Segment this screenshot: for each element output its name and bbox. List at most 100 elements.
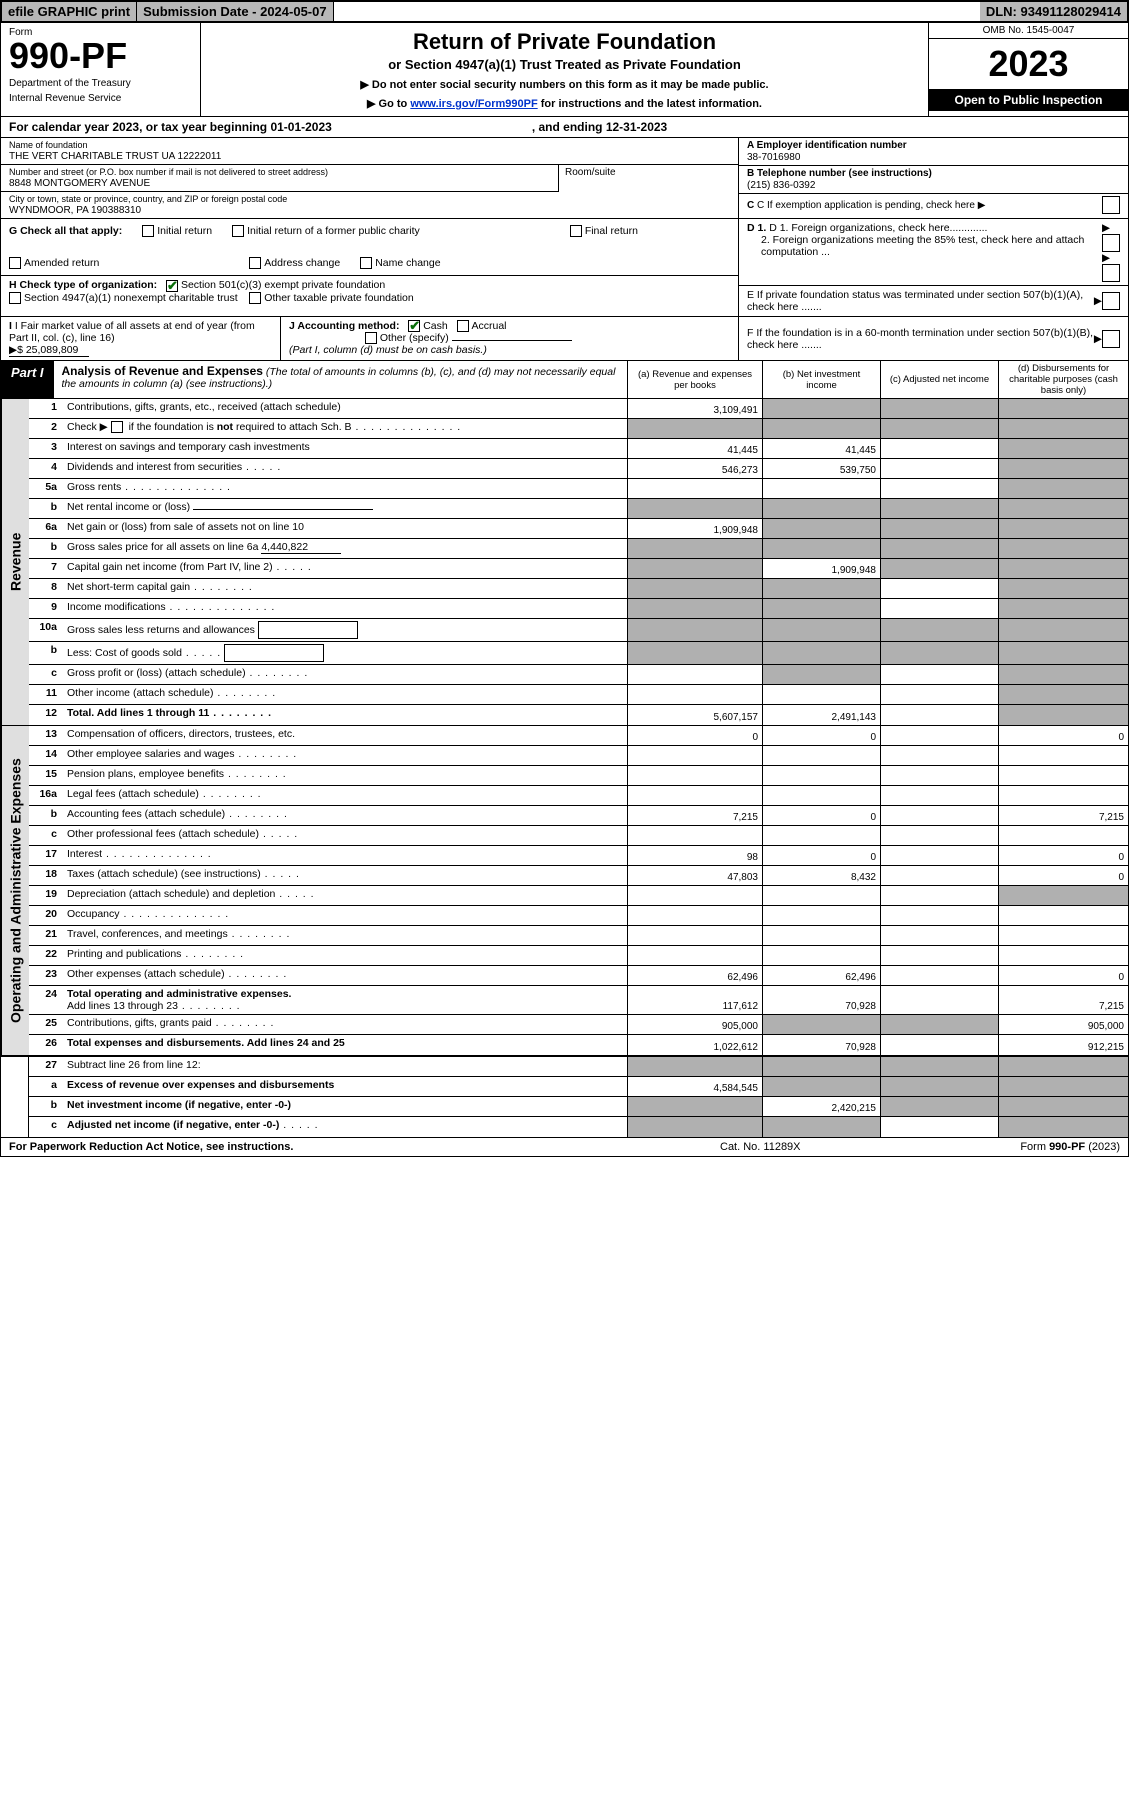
j-cell: J Accounting method: Cash Accrual Other … [281, 317, 738, 360]
line-26: 26Total expenses and disbursements. Add … [29, 1035, 1128, 1055]
fmv-value: ▶$ 25,089,809 [9, 344, 89, 357]
line-2: 2Check ▶ if the foundation is not requir… [29, 419, 1128, 439]
col-a-hdr: (a) Revenue and expenses per books [627, 361, 762, 398]
i-cell: I I Fair market value of all assets at e… [1, 317, 281, 360]
line-10b: bLess: Cost of goods sold [29, 642, 1128, 665]
d1-cb[interactable] [1102, 234, 1120, 252]
line-1: 1Contributions, gifts, grants, etc., rec… [29, 399, 1128, 419]
irs-link[interactable]: www.irs.gov/Form990PF [410, 98, 537, 110]
note-ssn: ▶ Do not enter social security numbers o… [207, 78, 922, 91]
calendar-year-row: For calendar year 2023, or tax year begi… [0, 117, 1129, 138]
cal-year-ending: , and ending 12-31-2023 [532, 120, 667, 134]
name-cell: Name of foundation THE VERT CHARITABLE T… [1, 138, 738, 165]
line-24: 24Total operating and administrative exp… [29, 986, 1128, 1015]
line-19: 19Depreciation (attach schedule) and dep… [29, 886, 1128, 906]
address-change-cb[interactable] [249, 257, 261, 269]
name-change-cb[interactable] [360, 257, 372, 269]
line-27b: bNet investment income (if negative, ent… [29, 1097, 1128, 1117]
line-8: 8Net short-term capital gain [29, 579, 1128, 599]
tax-year: 2023 [929, 39, 1128, 89]
submission-date: Submission Date - 2024-05-07 [137, 2, 334, 21]
line-10c: cGross profit or (loss) (attach schedule… [29, 665, 1128, 685]
line-16b: bAccounting fees (attach schedule)7,2150… [29, 806, 1128, 826]
final-return-cb[interactable] [570, 225, 582, 237]
col-c-hdr: (c) Adjusted net income [880, 361, 998, 398]
form-header: Form 990-PF Department of the Treasury I… [0, 23, 1129, 117]
exemption-checkbox[interactable] [1102, 196, 1120, 214]
line-27a: aExcess of revenue over expenses and dis… [29, 1077, 1128, 1097]
ein-cell: A Employer identification number 38-7016… [739, 138, 1128, 166]
sch-b-cb[interactable] [111, 421, 123, 433]
note-link: ▶ Go to www.irs.gov/Form990PF for instru… [207, 97, 922, 110]
d-row: D 1. D 1. Foreign organizations, check h… [739, 219, 1128, 286]
g-row: G Check all that apply: Initial return I… [1, 219, 738, 276]
part1-desc: Analysis of Revenue and Expenses (The to… [54, 361, 627, 398]
ij-row: I I Fair market value of all assets at e… [0, 317, 1129, 361]
header-right: OMB No. 1545-0047 2023 Open to Public In… [928, 23, 1128, 116]
initial-former-cb[interactable] [232, 225, 244, 237]
initial-return-cb[interactable] [142, 225, 154, 237]
info-right: A Employer identification number 38-7016… [738, 138, 1128, 218]
line-27: 27Subtract line 26 from line 12: [29, 1057, 1128, 1077]
d2-cb[interactable] [1102, 264, 1120, 282]
cat-no: Cat. No. 11289X [720, 1141, 920, 1153]
accrual-cb[interactable] [457, 320, 469, 332]
amended-cb[interactable] [9, 257, 21, 269]
form-title: Return of Private Foundation [207, 29, 922, 55]
form-footer: Form 990-PF (2023) [920, 1141, 1120, 1153]
line-10a: 10aGross sales less returns and allowanc… [29, 619, 1128, 642]
line-21: 21Travel, conferences, and meetings [29, 926, 1128, 946]
line-12: 12Total. Add lines 1 through 115,607,157… [29, 705, 1128, 725]
dept-irs: Internal Revenue Service [9, 93, 192, 104]
ein-value: 38-7016980 [747, 152, 1120, 163]
dln: DLN: 93491128029414 [980, 2, 1127, 21]
line-17: 17Interest9800 [29, 846, 1128, 866]
line-6b: bGross sales price for all assets on lin… [29, 539, 1128, 559]
e-row: E If private foundation status was termi… [739, 286, 1128, 316]
line-5a: 5aGross rents [29, 479, 1128, 499]
4947-cb[interactable] [9, 292, 21, 304]
f-cb[interactable] [1102, 330, 1120, 348]
part1-header: Part I Analysis of Revenue and Expenses … [0, 361, 1129, 399]
line-25: 25Contributions, gifts, grants paid905,0… [29, 1015, 1128, 1035]
expenses-table: Operating and Administrative Expenses 13… [0, 726, 1129, 1056]
top-bar: efile GRAPHIC print Submission Date - 20… [0, 0, 1129, 23]
omb-number: OMB No. 1545-0047 [929, 23, 1128, 39]
other-method-cb[interactable] [365, 332, 377, 344]
addr-row: Number and street (or P.O. box number if… [1, 165, 738, 192]
phone-cell: B Telephone number (see instructions) (2… [739, 166, 1128, 194]
check-grid: G Check all that apply: Initial return I… [0, 219, 1129, 317]
expenses-label: Operating and Administrative Expenses [1, 726, 29, 1055]
city-cell: City or town, state or province, country… [1, 192, 738, 218]
line-18: 18Taxes (attach schedule) (see instructi… [29, 866, 1128, 886]
efile-label[interactable]: efile GRAPHIC print [2, 2, 137, 21]
header-center: Return of Private Foundation or Section … [201, 23, 928, 116]
form-number: 990-PF [9, 38, 192, 74]
501c3-cb[interactable] [166, 280, 178, 292]
dept-treasury: Department of the Treasury [9, 78, 192, 89]
line-16a: 16aLegal fees (attach schedule) [29, 786, 1128, 806]
line-3: 3Interest on savings and temporary cash … [29, 439, 1128, 459]
revenue-label: Revenue [1, 399, 29, 725]
open-inspection: Open to Public Inspection [929, 89, 1128, 111]
e-cb[interactable] [1102, 292, 1120, 310]
line-15: 15Pension plans, employee benefits [29, 766, 1128, 786]
room-suite: Room/suite [558, 165, 738, 192]
line27-table: 27Subtract line 26 from line 12: aExcess… [0, 1056, 1129, 1138]
header-left: Form 990-PF Department of the Treasury I… [1, 23, 201, 116]
line-11: 11Other income (attach schedule) [29, 685, 1128, 705]
footer: For Paperwork Reduction Act Notice, see … [0, 1138, 1129, 1157]
other-taxable-cb[interactable] [249, 292, 261, 304]
line-5b: bNet rental income or (loss) [29, 499, 1128, 519]
cash-cb[interactable] [408, 320, 420, 332]
col-d-hdr: (d) Disbursements for charitable purpose… [998, 361, 1128, 398]
revenue-table: Revenue 1Contributions, gifts, grants, e… [0, 399, 1129, 726]
street-address: 8848 MONTGOMERY AVENUE [9, 178, 550, 189]
line-20: 20Occupancy [29, 906, 1128, 926]
city-state-zip: WYNDMOOR, PA 190388310 [9, 205, 730, 216]
paperwork-notice: For Paperwork Reduction Act Notice, see … [9, 1141, 720, 1153]
line-6a: 6aNet gain or (loss) from sale of assets… [29, 519, 1128, 539]
exemption-cell: C C If exemption application is pending,… [739, 194, 1128, 216]
h-row: H Check type of organization: Section 50… [1, 276, 738, 306]
line-4: 4Dividends and interest from securities5… [29, 459, 1128, 479]
